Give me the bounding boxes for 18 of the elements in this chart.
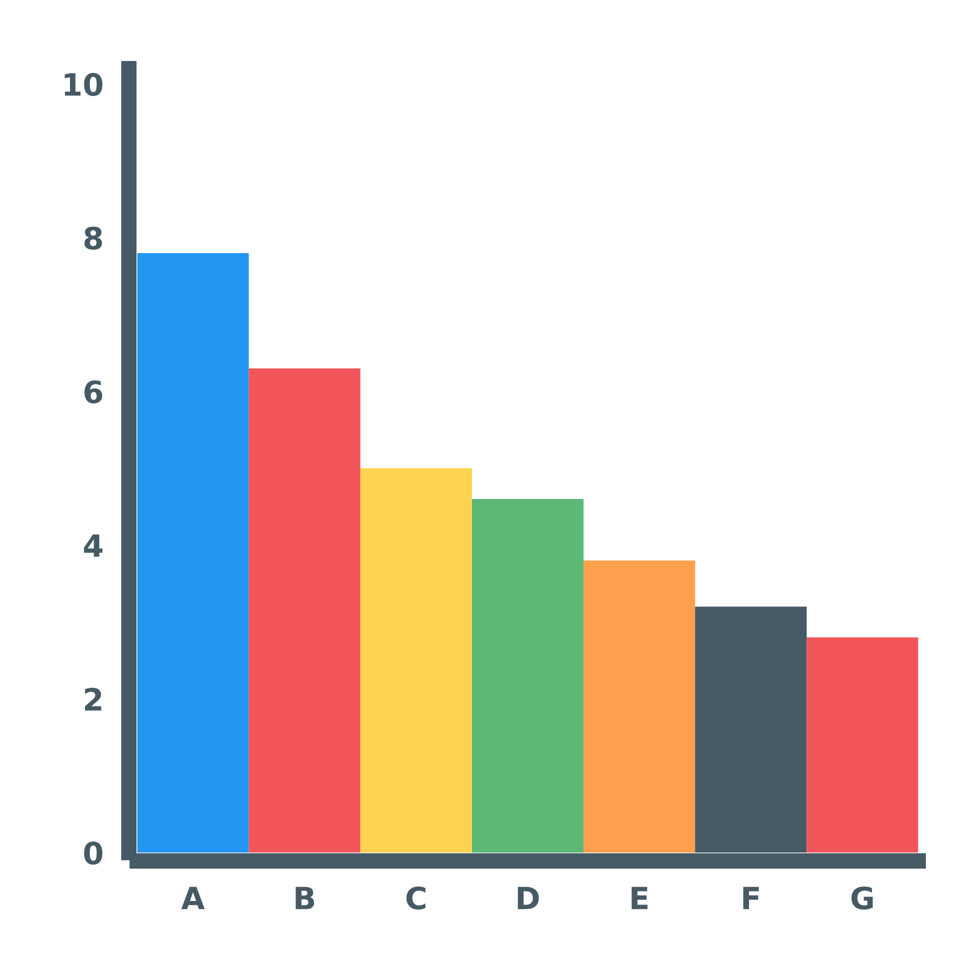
y-tick-label: 4 [84, 534, 102, 557]
bar [584, 560, 696, 853]
y-tick-label: 0 [84, 842, 102, 865]
x-tick-label: C [406, 886, 426, 910]
x-tick-label: B [296, 886, 314, 910]
bar [360, 468, 472, 853]
x-tick-label: G [851, 886, 873, 910]
x-tick-label: A [181, 886, 205, 910]
x-tick-label: E [632, 886, 648, 910]
y-tick-label: 10 [64, 72, 102, 96]
y-tick-label: 2 [85, 688, 102, 710]
x-tick-label: F [743, 886, 759, 910]
y-tick-label: 6 [84, 380, 102, 404]
bar [472, 499, 584, 853]
y-tick-label: 8 [84, 226, 102, 250]
bar [806, 637, 918, 853]
x-tick-label: D [518, 886, 539, 910]
bar [248, 368, 360, 853]
